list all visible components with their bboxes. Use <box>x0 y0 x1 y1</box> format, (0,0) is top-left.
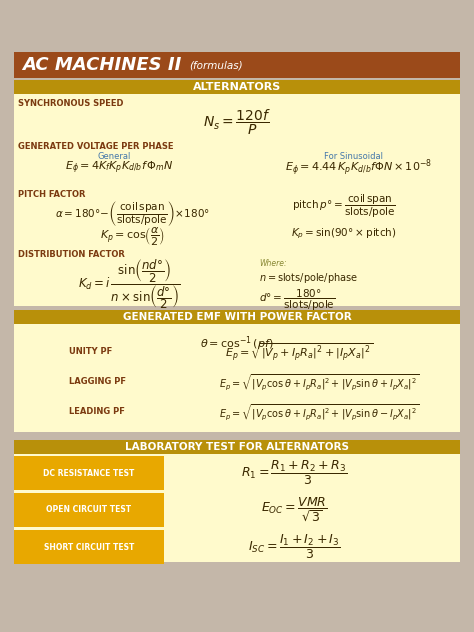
Text: ALTERNATORS: ALTERNATORS <box>193 82 281 92</box>
Text: $n=\mathrm{slots/pole/phase}$: $n=\mathrm{slots/pole/phase}$ <box>259 271 358 285</box>
Text: (formulas): (formulas) <box>189 60 243 70</box>
Text: UNITY PF: UNITY PF <box>69 348 112 356</box>
Text: PITCH FACTOR: PITCH FACTOR <box>18 190 85 199</box>
Text: $K_d=i\,\dfrac{\sin\!\left(\dfrac{nd°}{2}\right)}{n\times\sin\!\left(\dfrac{d°}{: $K_d=i\,\dfrac{\sin\!\left(\dfrac{nd°}{2… <box>78 257 180 311</box>
Text: $E_p=\sqrt{\left|V_p\cos\theta+I_p R_a\right|^2+\left|V_p\sin\theta+I_p X_a\righ: $E_p=\sqrt{\left|V_p\cos\theta+I_p R_a\r… <box>219 372 419 392</box>
Bar <box>14 454 460 562</box>
Text: $\theta=\cos^{-1}(pf)$: $\theta=\cos^{-1}(pf)$ <box>200 334 274 353</box>
Text: AC MACHINES II: AC MACHINES II <box>22 56 182 74</box>
Text: $\alpha=180°\!-\!\left(\dfrac{\mathrm{coil\,span}}{\mathrm{slots/pole}}\right)\!: $\alpha=180°\!-\!\left(\dfrac{\mathrm{co… <box>55 200 210 229</box>
Text: $R_1=\dfrac{R_1+R_2+R_3}{3}$: $R_1=\dfrac{R_1+R_2+R_3}{3}$ <box>241 459 347 487</box>
Bar <box>14 186 460 246</box>
Bar <box>14 440 460 454</box>
Bar <box>14 456 164 490</box>
Bar <box>14 80 460 94</box>
Bar <box>14 310 460 324</box>
Text: LEADING PF: LEADING PF <box>69 408 125 416</box>
Text: LABORATORY TEST FOR ALTERNATORS: LABORATORY TEST FOR ALTERNATORS <box>125 442 349 452</box>
Text: $K_p=\sin(90°\times\mathrm{pitch})$: $K_p=\sin(90°\times\mathrm{pitch})$ <box>292 227 397 241</box>
Bar <box>14 246 460 306</box>
Text: GENERATED EMF WITH POWER FACTOR: GENERATED EMF WITH POWER FACTOR <box>123 312 351 322</box>
Text: $E_\phi=4.44\,K_p K_{d/b}f\Phi N\times10^{-8}$: $E_\phi=4.44\,K_p K_{d/b}f\Phi N\times10… <box>285 157 433 178</box>
Bar <box>14 138 460 186</box>
Text: $I_{SC}=\dfrac{I_1+I_2+I_3}{3}$: $I_{SC}=\dfrac{I_1+I_2+I_3}{3}$ <box>248 533 340 561</box>
Text: OPEN CIRCUIT TEST: OPEN CIRCUIT TEST <box>46 506 132 514</box>
Text: $E_p=\sqrt{\left|V_p\cos\theta+I_p R_a\right|^2+\left|V_p\sin\theta-I_p X_a\righ: $E_p=\sqrt{\left|V_p\cos\theta+I_p R_a\r… <box>219 402 419 422</box>
Bar <box>14 324 460 432</box>
Text: SHORT CIRCUIT TEST: SHORT CIRCUIT TEST <box>44 542 134 552</box>
Bar <box>14 530 164 564</box>
Text: LAGGING PF: LAGGING PF <box>69 377 126 387</box>
Text: DISTRIBUTION FACTOR: DISTRIBUTION FACTOR <box>18 250 125 259</box>
Text: $d°=\dfrac{180°}{\mathrm{slots/pole}}$: $d°=\dfrac{180°}{\mathrm{slots/pole}}$ <box>259 288 335 313</box>
Text: DC RESISTANCE TEST: DC RESISTANCE TEST <box>43 468 135 478</box>
Bar <box>14 52 460 78</box>
Text: SYNCHRONOUS SPEED: SYNCHRONOUS SPEED <box>18 99 124 108</box>
Text: $N_s=\dfrac{120f}{P}$: $N_s=\dfrac{120f}{P}$ <box>203 107 271 137</box>
Bar <box>14 94 460 138</box>
Text: $K_p=\cos\!\left(\dfrac{\alpha}{2}\right)$: $K_p=\cos\!\left(\dfrac{\alpha}{2}\right… <box>100 225 164 247</box>
Text: For Sinusoidal: For Sinusoidal <box>325 152 383 161</box>
Text: $E_{OC}=\dfrac{VMR}{\sqrt{3}}$: $E_{OC}=\dfrac{VMR}{\sqrt{3}}$ <box>261 496 328 524</box>
Text: $\mathrm{pitch}\,p°=\dfrac{\mathrm{coil\,span}}{\mathrm{slots/pole}}$: $\mathrm{pitch}\,p°=\dfrac{\mathrm{coil\… <box>292 192 396 220</box>
Text: Where:: Where: <box>259 259 287 268</box>
Text: GENERATED VOLTAGE PER PHASE: GENERATED VOLTAGE PER PHASE <box>18 142 173 151</box>
Bar <box>14 493 164 527</box>
Text: $E_p=\sqrt{\left|V_p+I_p R_a\right|^2+\left|I_p X_a\right|^2}$: $E_p=\sqrt{\left|V_p+I_p R_a\right|^2+\l… <box>225 341 373 363</box>
Text: General: General <box>97 152 131 161</box>
Text: $E_\phi=4K_f K_p K_{d/b}f\,\Phi_m N$: $E_\phi=4K_f K_p K_{d/b}f\,\Phi_m N$ <box>64 160 173 176</box>
